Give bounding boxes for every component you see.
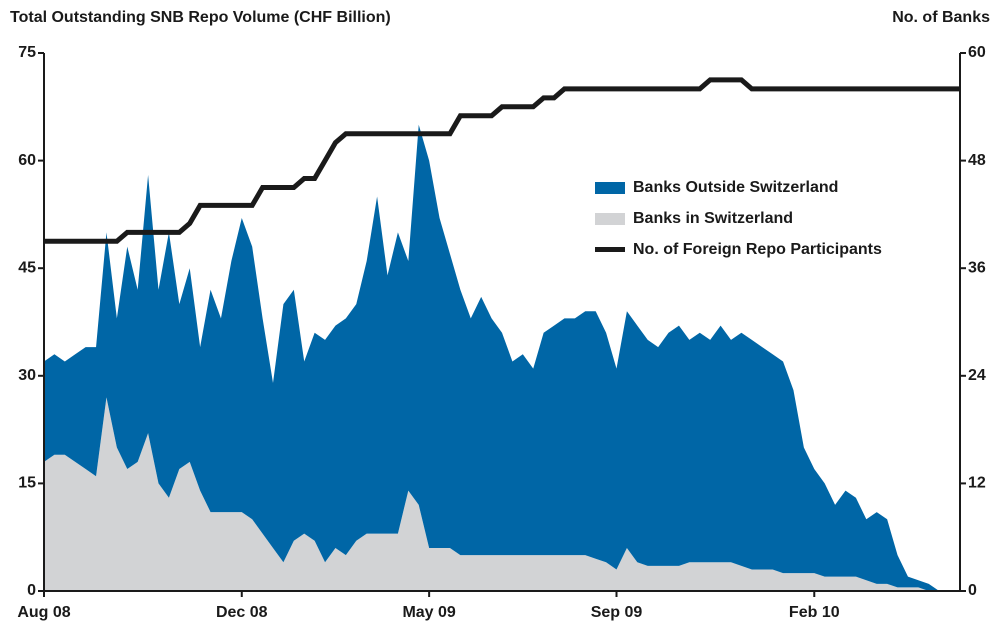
legend-swatch (595, 247, 625, 252)
legend-label: Banks Outside Switzerland (633, 179, 838, 196)
y2-tick-label: 12 (968, 475, 986, 492)
area (44, 397, 960, 591)
line (44, 77, 960, 244)
legend-swatch (595, 182, 625, 194)
x-tick-label: Aug 08 (17, 604, 70, 621)
area (44, 124, 960, 591)
chart-title: Total Outstanding SNB Repo Volume (CHF B… (10, 9, 391, 26)
y2-tick-label: 48 (968, 152, 986, 169)
y2-tick-label: 24 (968, 367, 986, 384)
y-tick-label: 30 (18, 367, 36, 384)
y-tick-label: 60 (18, 152, 36, 169)
x-tick-label: Dec 08 (216, 604, 268, 621)
y2-tick-label: 36 (968, 259, 986, 276)
y-tick-label: 75 (18, 44, 36, 61)
legend-label: Banks in Switzerland (633, 210, 793, 227)
x-tick-label: Sep 09 (591, 604, 643, 621)
y2-tick-label: 60 (968, 44, 986, 61)
x-tick-label: May 09 (402, 604, 455, 621)
y2-axis-title: No. of Banks (892, 9, 990, 26)
x-tick-label: Feb 10 (789, 604, 840, 621)
y-tick-label: 15 (18, 475, 36, 492)
y-tick-label: 0 (27, 582, 36, 599)
legend-label: No. of Foreign Repo Participants (633, 241, 882, 258)
y-tick-label: 45 (18, 259, 36, 276)
legend-swatch (595, 213, 625, 225)
y2-tick-label: 0 (968, 582, 977, 599)
